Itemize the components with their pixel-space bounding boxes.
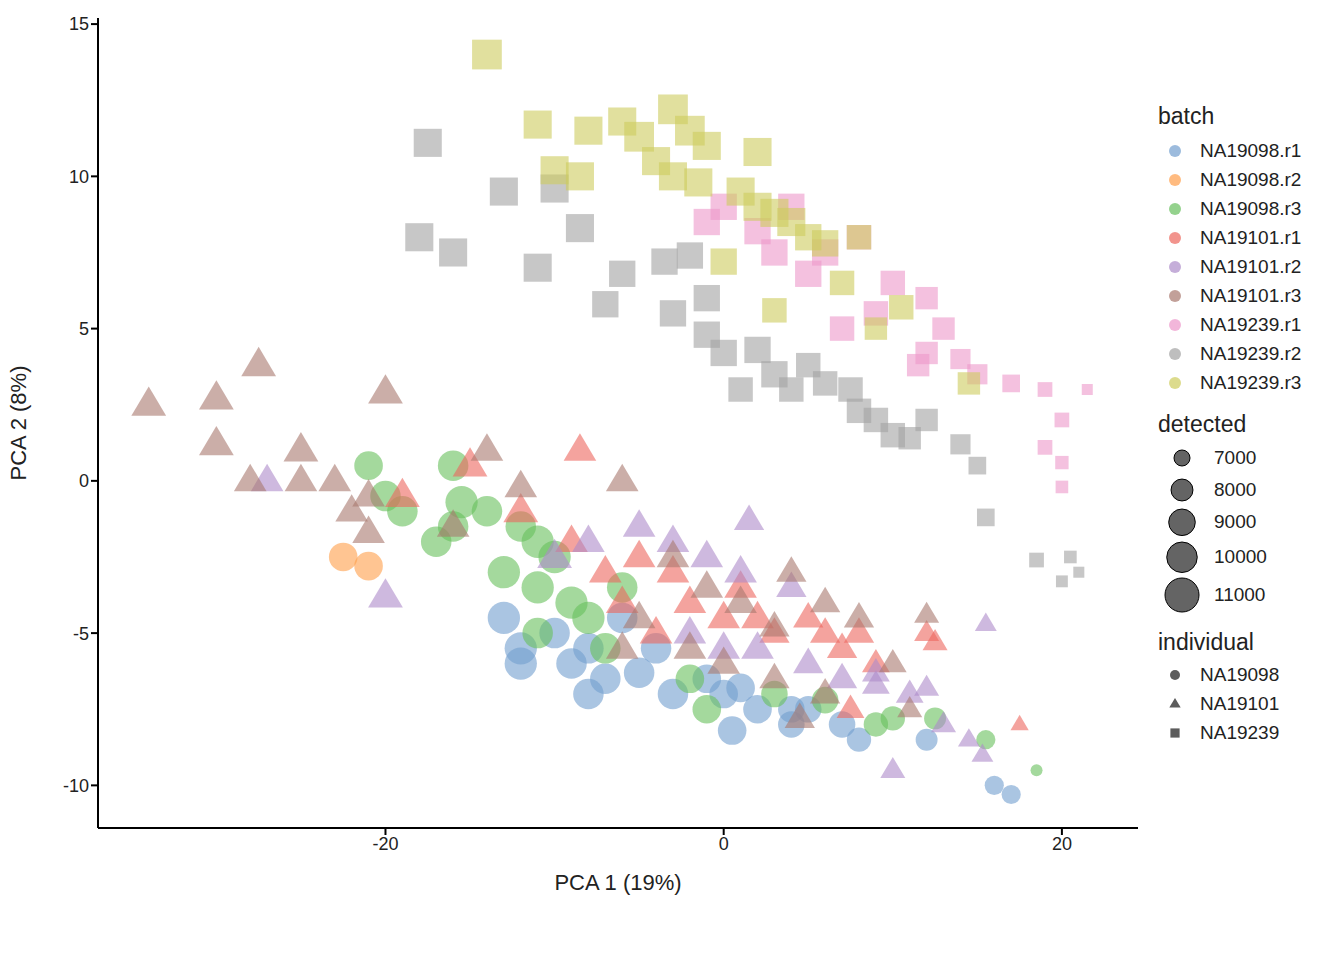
html-text:individual: individual — [1158, 629, 1254, 656]
html-text:10000: 10000 — [1214, 545, 1267, 567]
svg-text:0: 0 — [719, 834, 729, 854]
html-text:NA19098: NA19098 — [1200, 663, 1280, 685]
html-text:8000: 8000 — [1214, 479, 1257, 500]
svg-text:PCA 2 (8%): PCA 2 (8%) — [8, 366, 31, 481]
html-text:NA19101.r3: NA19101.r3 — [1200, 284, 1302, 306]
html-text:NA19239.r1: NA19239.r1 — [1200, 313, 1302, 335]
html-text:NA19101: NA19101 — [1200, 692, 1280, 714]
svg-text:20: 20 — [1052, 834, 1072, 854]
html-text:NA19239: NA19239 — [1200, 721, 1280, 743]
svg-text:PCA 1 (19%): PCA 1 (19%) — [554, 870, 681, 895]
svg-text:15: 15 — [69, 14, 89, 34]
html-text:11000: 11000 — [1214, 584, 1266, 606]
html-text:NA19239.r2: NA19239.r2 — [1200, 342, 1302, 364]
html-text:NA19239.r3: NA19239.r3 — [1200, 371, 1302, 393]
svg-text:-5: -5 — [73, 624, 89, 644]
html-text:9000: 9000 — [1214, 511, 1257, 533]
svg-text:0: 0 — [79, 471, 89, 491]
svg-text:-20: -20 — [372, 834, 398, 854]
html-text:batch: batch — [1158, 103, 1215, 129]
html-text:detected: detected — [1158, 411, 1247, 437]
svg-text:-10: -10 — [63, 776, 89, 796]
svg-text:10: 10 — [69, 167, 89, 187]
html-text:NA19098.r3: NA19098.r3 — [1200, 197, 1302, 219]
svg-text:5: 5 — [79, 319, 89, 339]
html-text:NA19098.r1: NA19098.r1 — [1200, 139, 1302, 161]
html-text:NA19098.r2: NA19098.r2 — [1200, 168, 1302, 190]
html-text:NA19101.r2: NA19101.r2 — [1200, 255, 1302, 277]
html-text:7000: 7000 — [1214, 447, 1257, 468]
html-text:NA19101.r1: NA19101.r1 — [1200, 226, 1302, 248]
